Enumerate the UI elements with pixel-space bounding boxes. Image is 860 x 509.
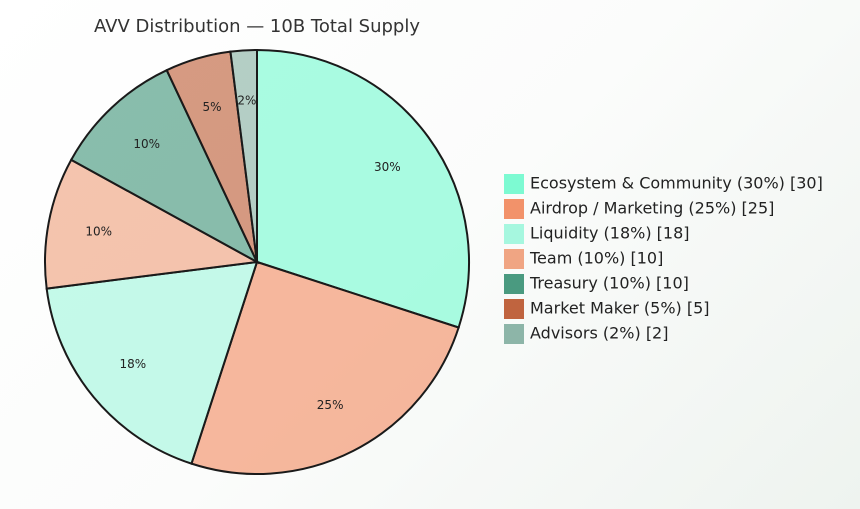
legend-swatch — [504, 199, 524, 219]
slice-label: 10% — [85, 224, 112, 238]
legend-swatch — [504, 324, 524, 344]
legend-label: Treasury (10%) [10] — [529, 274, 689, 293]
pie-slice — [45, 260, 259, 465]
pie-slice — [69, 68, 260, 265]
slice-label: 5% — [203, 100, 222, 114]
legend-label: Team (10%) [10] — [529, 249, 663, 268]
slice-label: 10% — [133, 137, 160, 151]
slice-label: 18% — [120, 357, 147, 371]
legend-swatch — [504, 249, 524, 269]
pie-slice — [256, 48, 470, 329]
legend-swatch — [504, 299, 524, 319]
pie-slice — [229, 48, 258, 263]
slice-label: 30% — [374, 160, 401, 174]
legend-swatch — [504, 224, 524, 244]
chart-title: AVV Distribution — 10B Total Supply — [94, 16, 420, 37]
slice-label: 2% — [237, 94, 256, 108]
slice-label: 25% — [317, 398, 344, 412]
legend-label: Market Maker (5%) [5] — [530, 299, 710, 318]
pie-slice — [44, 158, 261, 290]
legend-label: Airdrop / Marketing (25%) [25] — [530, 199, 774, 218]
legend-label: Advisors (2%) [2] — [530, 324, 668, 343]
legend-label: Ecosystem & Community (30%) [30] — [530, 174, 823, 193]
pie-slice — [190, 260, 460, 475]
legend-swatch — [504, 274, 524, 294]
legend-swatch — [504, 174, 524, 194]
legend-label: Liquidity (18%) [18] — [530, 224, 690, 243]
